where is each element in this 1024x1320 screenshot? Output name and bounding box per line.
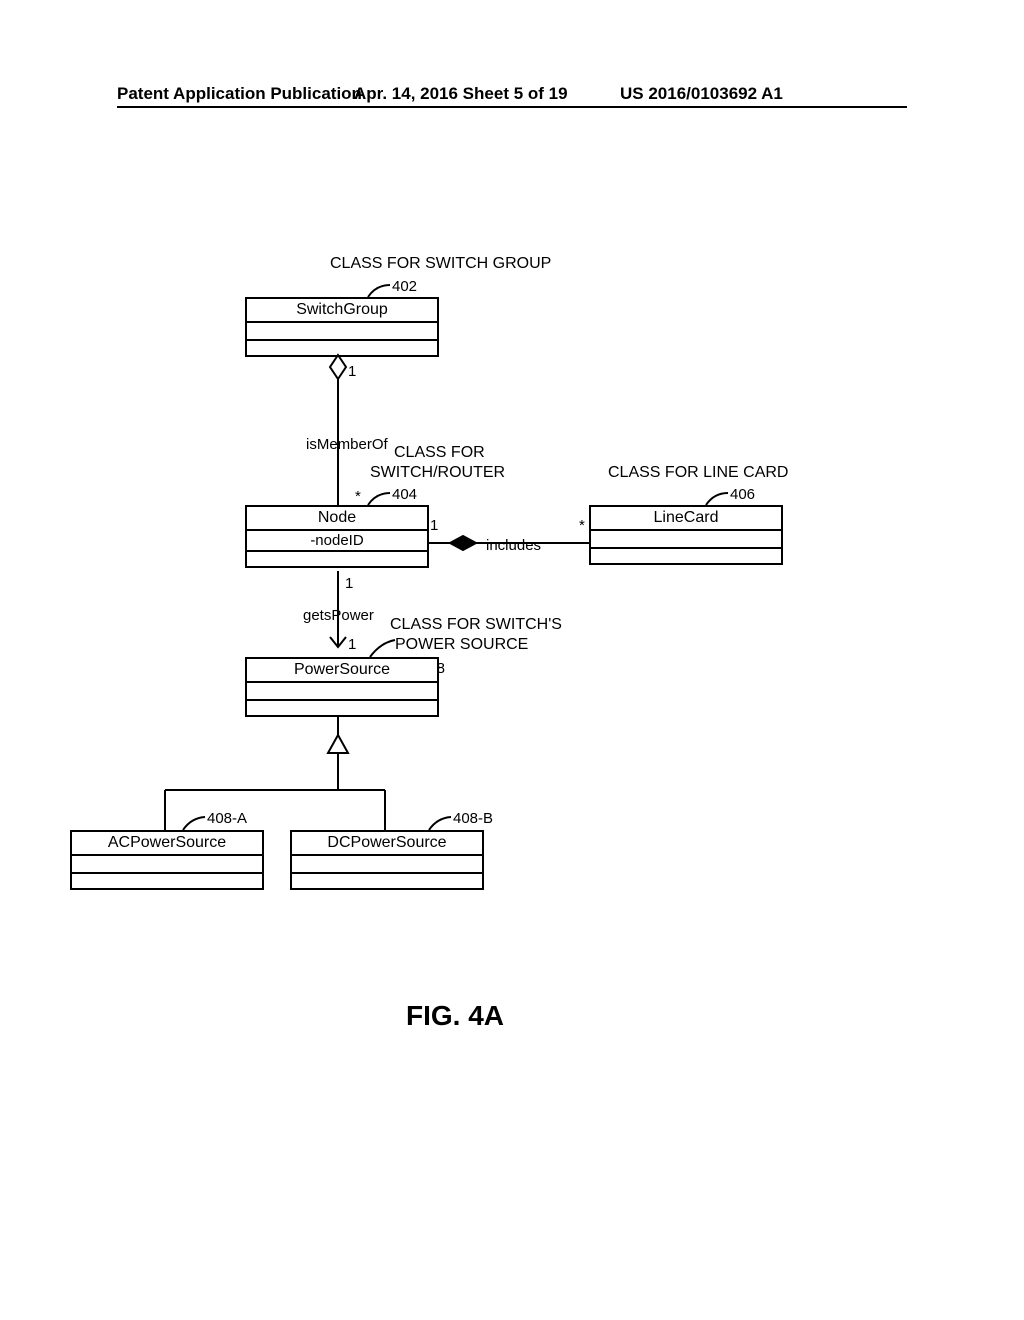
header-rule <box>117 106 907 108</box>
assoc-ismemberof: isMemberOf <box>306 436 388 453</box>
title-power-l2: POWER SOURCE <box>395 636 528 654</box>
class-node: Node -nodeID <box>245 505 429 568</box>
ref-404: 404 <box>392 486 417 503</box>
title-switchrouter-l2: SWITCH/ROUTER <box>370 464 505 482</box>
connector-overlay: 1 PowerSource (arrow toward PowerSource)… <box>0 0 1024 1320</box>
leader-408a <box>183 817 205 830</box>
mult-linecard-star: * <box>579 517 585 534</box>
class-dcpowersource: DCPowerSource <box>290 830 484 890</box>
leader-406 <box>706 493 728 505</box>
class-ac-ops <box>72 874 262 888</box>
diamond-composition-icon <box>450 536 476 550</box>
header-left: Patent Application Publication <box>117 84 362 104</box>
class-dc-ops <box>292 874 482 888</box>
header-right: US 2016/0103692 A1 <box>620 84 783 104</box>
title-linecard: CLASS FOR LINE CARD <box>608 464 788 482</box>
class-switchgroup-attrs <box>247 323 437 341</box>
ref-408a: 408-A <box>207 810 247 827</box>
class-linecard-attrs <box>591 531 781 549</box>
class-dc-attrs <box>292 856 482 874</box>
class-ac-name: ACPowerSource <box>72 832 262 856</box>
class-powersource-ops <box>247 701 437 715</box>
class-node-attrs: -nodeID <box>247 531 427 552</box>
title-switchrouter-l1: CLASS FOR <box>394 444 485 462</box>
class-ac-attrs <box>72 856 262 874</box>
mult-node-bottom-1: 1 <box>345 575 353 592</box>
title-switchgroup: CLASS FOR SWITCH GROUP <box>330 255 551 273</box>
mult-node-right-1: 1 <box>430 517 438 534</box>
leader-408b <box>429 817 451 830</box>
ref-408b: 408-B <box>453 810 493 827</box>
diamond-aggregation-icon <box>330 355 346 379</box>
assoc-includes: includes <box>486 537 541 554</box>
class-node-ops <box>247 552 427 566</box>
page: Patent Application Publication Apr. 14, … <box>0 0 1024 1320</box>
class-switchgroup-ops <box>247 341 437 355</box>
figure-caption: FIG. 4A <box>406 1000 504 1032</box>
leader-408 <box>370 640 395 657</box>
class-powersource-attrs <box>247 683 437 701</box>
class-node-name: Node <box>247 507 427 531</box>
ref-402: 402 <box>392 278 417 295</box>
leader-402 <box>368 285 390 297</box>
ref-406: 406 <box>730 486 755 503</box>
class-switchgroup: SwitchGroup <box>245 297 439 357</box>
mult-sg-1: 1 <box>348 363 356 380</box>
mult-node-top-star: * <box>355 488 361 505</box>
arrow-down-icon <box>330 637 346 647</box>
mult-ps-1: 1 <box>348 636 356 653</box>
class-dc-name: DCPowerSource <box>292 832 482 856</box>
assoc-getspower: getsPower <box>303 607 374 624</box>
leader-404 <box>368 493 390 505</box>
class-linecard-ops <box>591 549 781 563</box>
class-linecard: LineCard <box>589 505 783 565</box>
title-power-l1: CLASS FOR SWITCH'S <box>390 616 562 634</box>
class-switchgroup-name: SwitchGroup <box>247 299 437 323</box>
class-powersource: PowerSource <box>245 657 439 717</box>
class-powersource-name: PowerSource <box>247 659 437 683</box>
class-linecard-name: LineCard <box>591 507 781 531</box>
class-acpowersource: ACPowerSource <box>70 830 264 890</box>
triangle-generalization-icon <box>328 735 348 753</box>
header-mid: Apr. 14, 2016 Sheet 5 of 19 <box>354 84 568 104</box>
